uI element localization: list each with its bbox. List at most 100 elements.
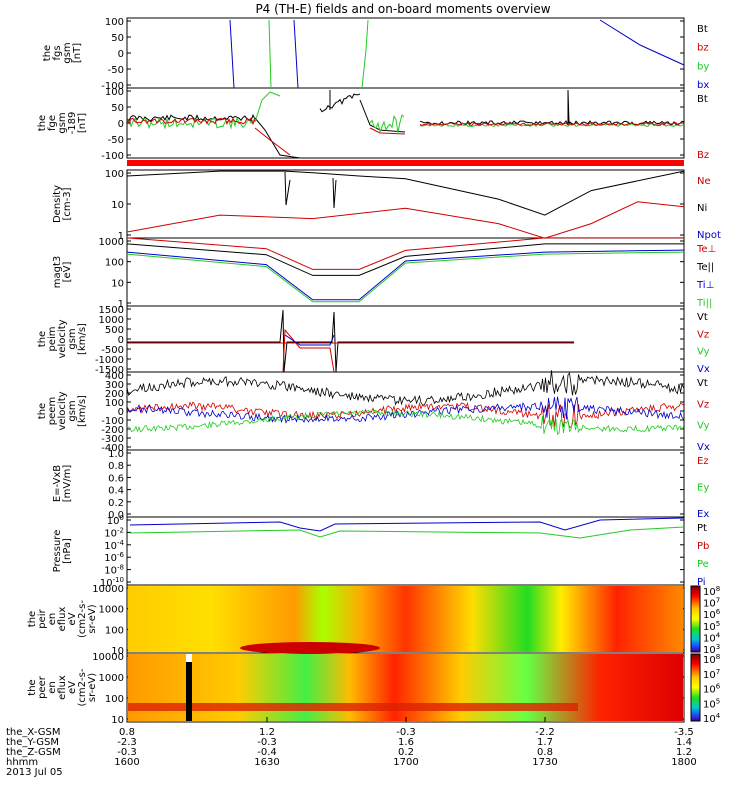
vy-line (126, 409, 684, 435)
bx-line (229, 19, 235, 89)
ylabel-line: (cm2-s- (77, 600, 88, 638)
ylabel-line: [nT] (77, 113, 88, 133)
ytick-label: -100 (101, 416, 124, 427)
electron-band (128, 703, 578, 711)
ylabel-line: the (42, 45, 53, 61)
panel-veli: the peim velocity gsm [km/s] 150010005000-500… (37, 305, 710, 376)
ylabel-line: velocity (57, 319, 68, 358)
ytick-label: 10000 (92, 652, 124, 663)
ylabel-efield: E=-VxB [mV/m] (52, 465, 73, 503)
ti-par-line (126, 251, 685, 303)
vt-line (127, 309, 574, 373)
ytick-label: 0 (118, 49, 124, 60)
ephem-value: 1730 (532, 757, 557, 768)
ytick-label: 10 (111, 200, 124, 211)
ylabel-line: [eV] (62, 262, 73, 283)
data-gap-top (186, 654, 192, 662)
legend-Pi: Pi (697, 577, 706, 588)
ylabel-line: gsm (62, 42, 73, 63)
vx-line (126, 396, 684, 424)
legend-Vt: Vt (697, 378, 708, 389)
panel-vele: the peem velocity gsm [km/s] 4003002001000-10… (37, 371, 710, 454)
ephem-value: 1.4 (676, 737, 692, 748)
colorbar-tick: 107 (703, 668, 720, 681)
legend-Ez: Ez (697, 456, 709, 467)
legend-Pe: Pe (697, 559, 709, 570)
ytick-label: 50 (111, 103, 124, 114)
density-ne (126, 201, 685, 239)
data-gap (186, 654, 192, 721)
ephem-value: -2.2 (535, 727, 555, 738)
ytick-label: -100 (101, 151, 124, 162)
ytick-label: 0.2 (108, 498, 124, 509)
ylabel-press: Pressure [nPa] (52, 530, 73, 573)
ylabel-line: peir (37, 608, 48, 628)
ylabel-line: -189 (67, 112, 78, 135)
panel-frame (126, 237, 685, 307)
ytick-label: 100 (105, 625, 124, 636)
bt-line (567, 89, 570, 124)
ytick-label: 400 (105, 371, 124, 382)
ion-spectrum (128, 586, 683, 652)
ytick-label: 0.8 (108, 461, 124, 472)
quality-flag-bar (127, 160, 684, 166)
traces-bfge (126, 89, 685, 159)
legend-Bt: Bt (697, 94, 708, 105)
vt-line (126, 370, 684, 406)
legend-Te: Te⊥ (696, 244, 716, 255)
ephem-row-label: hhmm (6, 757, 38, 768)
ylabel-espec: the peer en eflux eV (cm2-s-sr-eV) (27, 668, 98, 706)
ylabel-line: fgs (52, 45, 63, 60)
ylabel-line: eflux (57, 607, 68, 632)
legend-Ne: Ne (697, 176, 711, 187)
ytick-label: 0.4 (108, 486, 124, 497)
ephem-value: -0.4 (257, 747, 277, 758)
ylabel-line: gsm (67, 328, 78, 349)
colorbar-tick: 104 (703, 712, 721, 725)
ephem-value: 0.8 (119, 727, 135, 738)
traces-velocity-ion (127, 309, 574, 373)
ylabel-line: E=-VxB (52, 465, 63, 502)
by-line (369, 114, 405, 134)
legend-Npot: Npot (697, 230, 721, 241)
legend-Vt: Vt (697, 312, 708, 323)
ni-spike (332, 177, 337, 209)
ylabel-line: peem (47, 397, 58, 425)
ylabel-line: en (47, 681, 58, 694)
legend-Ti: Ti⊥ (696, 280, 714, 291)
ytick-label: 50 (111, 33, 124, 44)
ytick-label: 100 (105, 17, 124, 28)
colorbar-tick: 108 (703, 653, 720, 666)
legend-Vx: Vx (697, 364, 710, 375)
ephem-value: 1600 (114, 757, 139, 768)
colorbar (690, 653, 701, 722)
ylabel-line: eflux (57, 675, 68, 700)
density-ni (126, 170, 685, 216)
ylabel-line: Density (52, 185, 63, 223)
vz-line (282, 328, 335, 373)
chart-title: P4 (TH-E) fields and on-board moments ov… (255, 2, 550, 16)
ti-perp-line (126, 249, 685, 301)
legend-Ti: Ti|| (696, 298, 712, 309)
panel-bfge: the fge gsm -189 [nT] 100 50 0 -50 -100 Bt Bz (37, 87, 709, 162)
ephem-value: -0.3 (396, 727, 416, 738)
ylabel-line: the (27, 679, 38, 695)
legend-Vx: Vx (697, 442, 710, 453)
ytick-label: 1 (118, 231, 124, 242)
ylabel-line: fge (47, 115, 58, 131)
ylabel-ispec: the peir en eflux eV (cm2-s-sr-eV) (27, 600, 98, 638)
te-perp-line (126, 237, 684, 270)
ylabel-line: eV (67, 681, 78, 694)
bx-line (599, 19, 685, 66)
ephem-value: -0.3 (117, 747, 137, 758)
ytick-label: 10000 (92, 584, 124, 595)
ephem-value: 1.2 (676, 747, 692, 758)
traces-density (126, 170, 685, 239)
ephem-value: -3.5 (674, 727, 694, 738)
ytick-label: -1500 (95, 365, 124, 376)
ephem-row-label: the_X-GSM (6, 727, 60, 738)
bt-line (254, 117, 301, 159)
ephem-value: 0.8 (537, 747, 553, 758)
ylabel-line: peim (47, 326, 58, 351)
